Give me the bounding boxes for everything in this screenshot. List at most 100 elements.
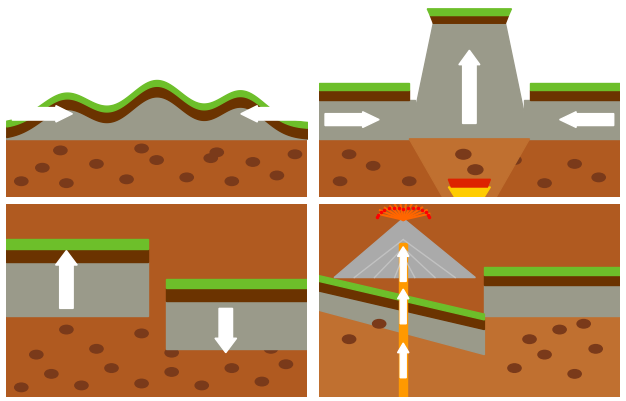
Polygon shape (430, 16, 508, 23)
Polygon shape (319, 310, 485, 397)
Bar (485, 285, 620, 316)
Bar (166, 279, 307, 288)
Bar (6, 262, 148, 316)
Circle shape (204, 154, 217, 162)
Circle shape (54, 146, 67, 155)
Circle shape (538, 350, 551, 359)
FancyArrow shape (215, 308, 237, 353)
FancyArrow shape (398, 289, 409, 324)
FancyArrow shape (56, 251, 77, 308)
Circle shape (135, 329, 148, 338)
Circle shape (90, 160, 103, 168)
Circle shape (279, 360, 292, 369)
Circle shape (29, 350, 43, 359)
Ellipse shape (358, 374, 448, 393)
Circle shape (165, 368, 178, 376)
Bar (485, 275, 620, 285)
FancyArrow shape (459, 50, 480, 124)
Circle shape (342, 335, 356, 343)
Circle shape (225, 364, 239, 373)
Circle shape (478, 173, 491, 182)
Circle shape (468, 165, 483, 174)
Circle shape (105, 364, 118, 373)
Circle shape (264, 344, 277, 353)
Circle shape (14, 383, 28, 392)
Polygon shape (409, 139, 530, 196)
Polygon shape (448, 187, 490, 196)
Circle shape (592, 173, 605, 182)
Circle shape (195, 381, 208, 390)
Circle shape (44, 370, 58, 378)
Circle shape (289, 150, 302, 158)
Ellipse shape (376, 377, 430, 394)
Bar (6, 249, 148, 262)
Circle shape (577, 320, 590, 328)
Circle shape (135, 379, 148, 388)
Polygon shape (334, 220, 475, 277)
Circle shape (204, 322, 217, 330)
Circle shape (165, 348, 178, 357)
Circle shape (589, 344, 602, 353)
Bar (6, 139, 307, 196)
Circle shape (75, 381, 88, 390)
Bar (399, 243, 407, 397)
Polygon shape (409, 23, 530, 139)
FancyArrow shape (13, 105, 73, 122)
Circle shape (342, 150, 356, 158)
Circle shape (367, 162, 380, 170)
Circle shape (60, 325, 73, 334)
Bar (530, 90, 620, 100)
Circle shape (270, 171, 284, 180)
Circle shape (60, 179, 73, 187)
Bar (319, 100, 415, 139)
Circle shape (255, 331, 269, 340)
Polygon shape (448, 179, 490, 187)
Bar (6, 239, 148, 249)
Circle shape (90, 344, 103, 353)
Circle shape (568, 160, 582, 168)
Ellipse shape (370, 375, 436, 396)
Circle shape (439, 154, 452, 162)
Bar (485, 267, 620, 275)
FancyArrow shape (325, 112, 379, 128)
Bar (530, 83, 620, 90)
Polygon shape (319, 275, 485, 320)
Circle shape (508, 156, 521, 164)
Circle shape (150, 156, 163, 164)
Circle shape (508, 364, 521, 373)
Circle shape (14, 177, 28, 186)
Circle shape (180, 173, 193, 182)
Polygon shape (319, 291, 485, 354)
FancyArrow shape (398, 247, 409, 282)
Circle shape (372, 320, 386, 328)
FancyArrow shape (241, 105, 301, 122)
Circle shape (210, 148, 223, 156)
Bar (485, 316, 620, 397)
Ellipse shape (346, 368, 460, 401)
Circle shape (246, 158, 259, 166)
FancyArrow shape (398, 343, 409, 378)
Bar (523, 100, 620, 139)
Circle shape (553, 325, 566, 334)
Circle shape (120, 175, 133, 184)
Polygon shape (319, 282, 485, 330)
Circle shape (456, 150, 471, 159)
Bar (166, 301, 307, 349)
Bar (319, 83, 409, 90)
Circle shape (225, 177, 239, 186)
Circle shape (568, 370, 582, 378)
Bar (319, 139, 620, 196)
Circle shape (403, 177, 416, 186)
Circle shape (255, 377, 269, 386)
Bar (319, 90, 409, 100)
Circle shape (538, 179, 551, 187)
Circle shape (36, 164, 49, 172)
Circle shape (523, 335, 536, 343)
FancyArrow shape (560, 112, 613, 128)
Circle shape (334, 177, 347, 186)
Circle shape (135, 144, 148, 153)
Bar (166, 288, 307, 301)
Circle shape (216, 339, 229, 347)
Polygon shape (428, 9, 511, 16)
Circle shape (462, 180, 477, 190)
